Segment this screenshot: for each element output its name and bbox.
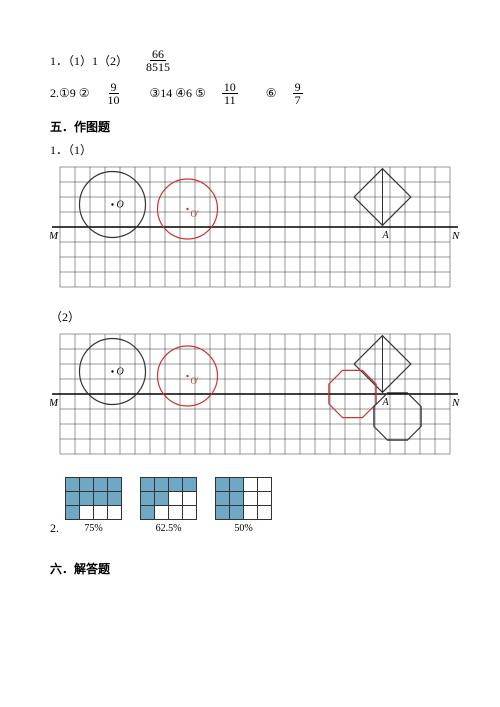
percent-label: 75%: [84, 523, 102, 534]
q2-frac1: 9 10: [106, 81, 122, 106]
q2-seg3: ⑥: [266, 86, 277, 101]
q2b-prefix: 2.: [50, 521, 59, 536]
svg-text:M: M: [50, 230, 59, 242]
grid-figure-1: MNAOO': [50, 164, 450, 294]
svg-text:A: A: [382, 230, 390, 241]
percent-label: 50%: [234, 523, 252, 534]
percent-label: 62.5%: [156, 523, 182, 534]
percent-block: 75%: [65, 477, 122, 534]
section-5-title: 五．作图题: [50, 118, 450, 135]
svg-text:O': O': [191, 209, 199, 219]
svg-text:N: N: [451, 397, 460, 409]
sub-1-1: 1．（1）: [50, 141, 450, 158]
section-6-title: 六．解答题: [50, 560, 450, 577]
svg-text:O': O': [191, 376, 199, 386]
q2-prefix: 2.①9 ②: [50, 86, 90, 101]
q1-frac-den: 8515: [144, 61, 172, 73]
svg-text:M: M: [50, 397, 59, 409]
svg-text:O: O: [117, 367, 124, 378]
q1-prefix: 1．（1）1（2）: [50, 52, 128, 69]
percent-block: 50%: [215, 477, 272, 534]
q2-seg2: ③14 ④6 ⑤: [150, 86, 206, 101]
sub-1-2: （2）: [50, 308, 450, 325]
percent-blocks: 75% 62.5% 50%: [65, 477, 272, 534]
q2-frac3: 9 7: [293, 81, 303, 106]
q1-fraction: 66 8515: [144, 48, 172, 73]
svg-text:A: A: [382, 397, 390, 408]
q2-frac2: 10 11: [222, 81, 238, 106]
svg-text:O: O: [117, 200, 124, 211]
grid-figure-2: MNAOO': [50, 331, 450, 461]
svg-text:N: N: [451, 230, 460, 242]
answer-line-1: 1．（1）1（2） 66 8515: [50, 48, 450, 73]
answer-line-2: 2.①9 ② 9 10 ③14 ④6 ⑤ 10 11 ⑥ 9 7: [50, 81, 450, 106]
percent-block: 62.5%: [140, 477, 197, 534]
